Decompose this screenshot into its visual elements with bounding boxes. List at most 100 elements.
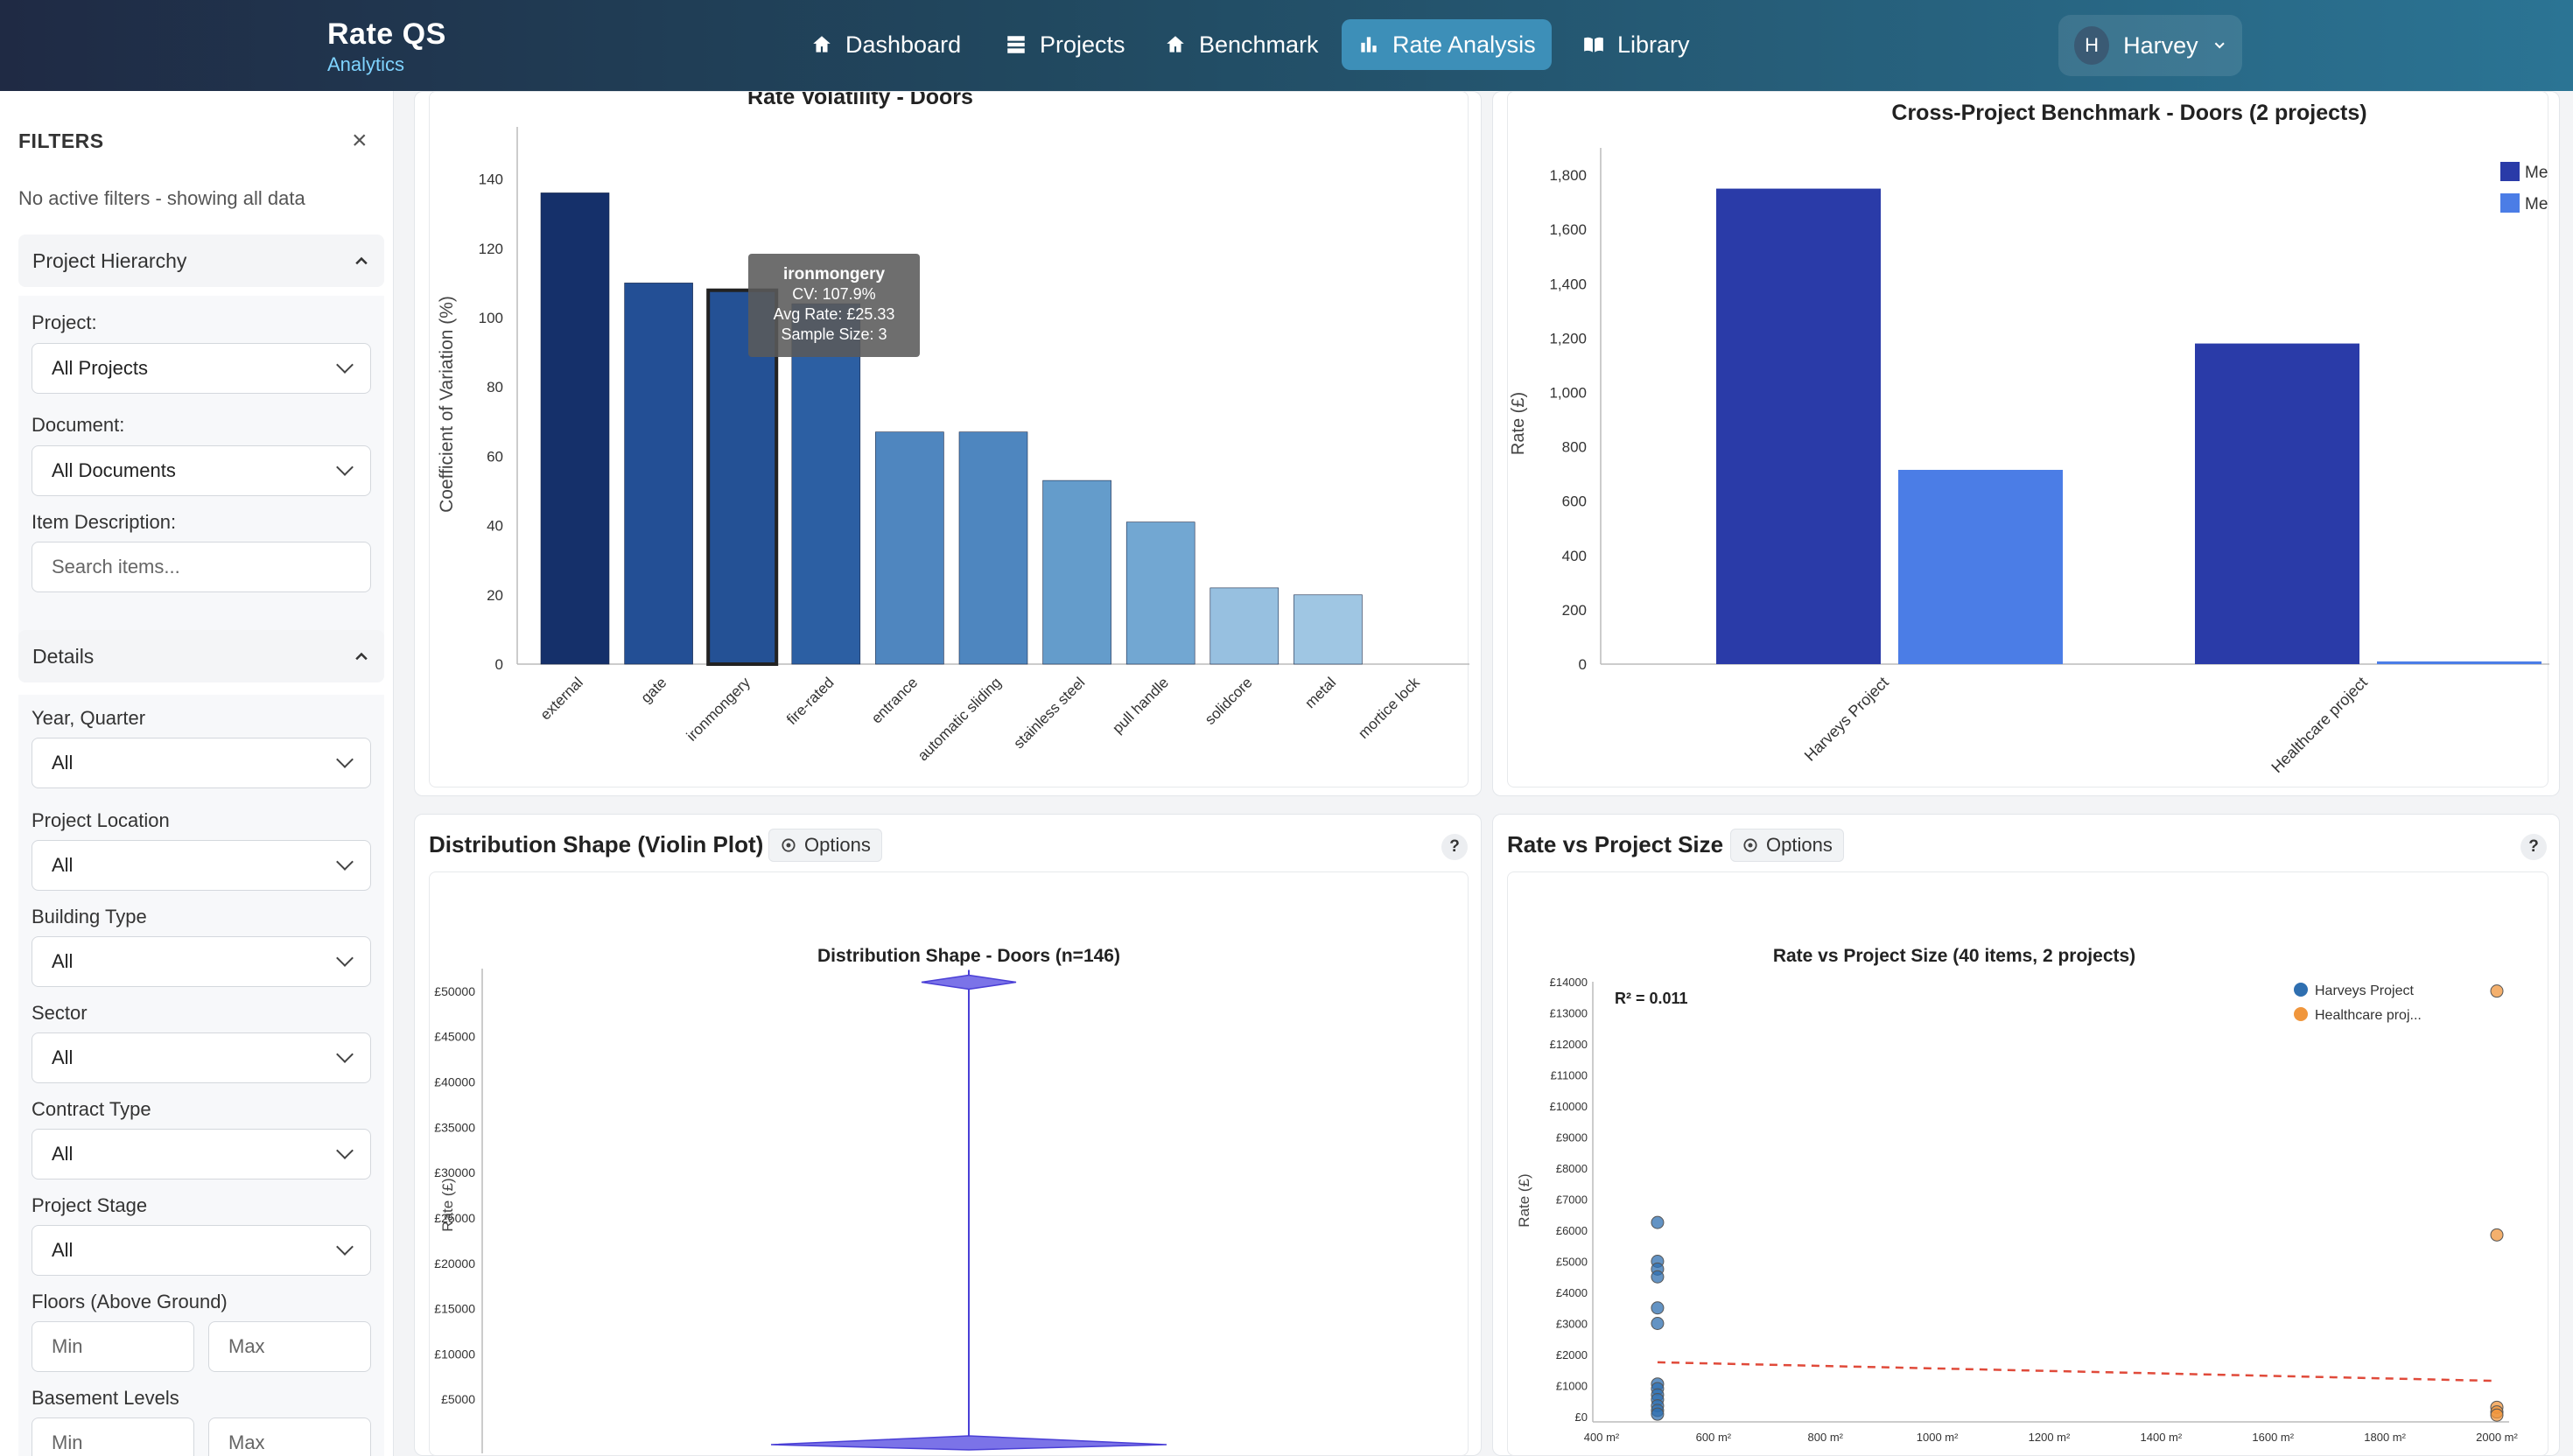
y-axis-label: Coefficient of Variation (%): [437, 296, 457, 513]
nav-library[interactable]: Library: [1567, 19, 1706, 70]
document-select-value: All Documents: [52, 459, 176, 481]
bar-healthcare-project-s0: [2195, 343, 2359, 664]
chevron-down-icon: [336, 1238, 354, 1256]
nav-rate-analysis[interactable]: Rate Analysis: [1342, 19, 1552, 70]
book-icon: [1584, 37, 1603, 52]
y-tick-label: 400: [1562, 548, 1587, 564]
x-tick-label: 2000 m²: [2476, 1431, 2518, 1444]
bar-healthcare-project-s1: [2377, 661, 2541, 664]
project-stage-label: Project Stage: [32, 1194, 148, 1216]
location-label: Project Location: [32, 809, 170, 831]
bar-solidcore: [1209, 587, 1279, 665]
y-tick-label: £10000: [434, 1347, 475, 1361]
item-search-input[interactable]: Search items...: [32, 542, 371, 592]
contract-type-select-value: All: [52, 1143, 74, 1165]
y-tick-label: £20000: [434, 1256, 475, 1270]
y-tick-label: 200: [1562, 602, 1587, 619]
chevron-down-icon: [2214, 42, 2225, 49]
violin-options-button[interactable]: Options: [768, 829, 882, 862]
user-menu[interactable]: H Harvey: [2058, 15, 2242, 76]
x-tick-label: Harveys Project: [1801, 674, 1892, 765]
project-select[interactable]: All Projects: [32, 343, 371, 394]
basement-min-input[interactable]: Min: [32, 1418, 194, 1456]
sector-select[interactable]: All: [32, 1032, 371, 1083]
floors-min-input[interactable]: Min: [32, 1321, 194, 1372]
project-hierarchy-label: Project Hierarchy: [32, 248, 187, 272]
chevron-down-icon: [336, 949, 354, 967]
rate-vs-size-card-title: Rate vs Project Size: [1507, 831, 1724, 858]
app-name: Rate QS: [327, 18, 446, 51]
rate-volatility-chart-area: Rate Volatility - Doors 0 20 40 60 80 100 120 14…: [429, 85, 1469, 788]
app-subtitle: Analytics: [327, 53, 405, 75]
brand-logo[interactable]: Rate QS Analytics: [327, 18, 446, 76]
y-tick-label: £14000: [1550, 976, 1588, 989]
nav-projects-label: Projects: [1040, 31, 1125, 58]
nav-benchmark[interactable]: Benchmark: [1148, 19, 1335, 70]
scatter-help-button[interactable]: ?: [2520, 834, 2547, 860]
project-hierarchy-toggle[interactable]: Project Hierarchy: [18, 234, 384, 287]
violin-options-label: Options: [804, 834, 871, 856]
x-tick-label: 1200 m²: [2029, 1431, 2071, 1444]
location-select[interactable]: All: [32, 840, 371, 891]
basement-max-input[interactable]: Max: [208, 1418, 371, 1456]
x-tick-label: solidcore: [1202, 674, 1256, 728]
scatter-options-button[interactable]: Options: [1730, 829, 1844, 862]
bar-entrance: [875, 431, 944, 665]
tooltip-box: [748, 254, 920, 357]
close-icon[interactable]: ×: [352, 126, 368, 155]
y-tick-label: 40: [487, 518, 503, 535]
y-tick-label: 1,400: [1549, 276, 1587, 292]
nav-dashboard[interactable]: Dashboard: [795, 19, 977, 70]
project-stage-select[interactable]: All: [32, 1225, 371, 1276]
item-description-label: Item Description:: [32, 511, 177, 533]
r-squared-label: R² = 0.011: [1615, 990, 1688, 1007]
violin-card-title: Distribution Shape (Violin Plot): [429, 831, 764, 858]
year-select-value: All: [52, 752, 74, 774]
y-tick-label: £45000: [434, 1030, 475, 1044]
location-select-value: All: [52, 854, 74, 876]
y-tick-label: 1,600: [1549, 221, 1587, 238]
chevron-down-icon: [336, 458, 354, 476]
y-tick-label: £5000: [441, 1392, 475, 1406]
document-select[interactable]: All Documents: [32, 445, 371, 496]
year-label: Year, Quarter: [32, 707, 146, 729]
contract-type-select[interactable]: All: [32, 1129, 371, 1180]
x-tick-label: fire-rated: [783, 674, 838, 728]
x-tick-label: 800 m²: [1808, 1431, 1844, 1444]
legend-marker: [2294, 983, 2308, 997]
building-type-select[interactable]: All: [32, 936, 371, 987]
x-tick-label: 1600 m²: [2252, 1431, 2294, 1444]
cross-project-benchmark-chart: Cross-Project Benchmark - Doors (2 proje…: [1509, 101, 2549, 776]
y-tick-label: £40000: [434, 1075, 475, 1089]
tooltip-cv: CV: 107.9%: [792, 285, 875, 303]
y-tick-label: 140: [479, 172, 503, 188]
bar-gate: [624, 283, 693, 665]
y-axis-label: Rate (£): [1509, 392, 1528, 455]
y-tick-label: £15000: [434, 1302, 475, 1316]
y-tick-label: £12000: [1550, 1038, 1588, 1051]
y-tick-label: 0: [1579, 656, 1587, 673]
y-tick-label: £25000: [434, 1211, 475, 1225]
violin-help-button[interactable]: ?: [1441, 834, 1468, 860]
y-tick-label: 600: [1562, 494, 1587, 510]
nav-dashboard-label: Dashboard: [845, 31, 962, 58]
nav-rate-analysis-label: Rate Analysis: [1392, 31, 1536, 58]
gear-icon: [782, 838, 796, 852]
data-point-healthcare: [2490, 984, 2504, 998]
data-point-harveys: [1651, 1215, 1665, 1229]
nav-projects[interactable]: Projects: [989, 19, 1141, 70]
chevron-down-icon: [336, 853, 354, 871]
legend-swatch: [2500, 162, 2520, 181]
y-tick-label: 120: [479, 241, 503, 257]
year-select[interactable]: All: [32, 738, 371, 788]
rate-vs-size-scatter-chart: Rate vs Project Size (40 items, 2 projec…: [1516, 946, 2519, 1444]
x-tick-label: stainless steel: [1010, 674, 1088, 752]
x-tick-label: pull handle: [1109, 674, 1172, 737]
details-toggle[interactable]: Details: [18, 630, 384, 682]
contract-type-label: Contract Type: [32, 1098, 151, 1120]
chevron-down-icon: [336, 751, 354, 768]
chevron-up-icon: [355, 256, 368, 265]
y-tick-label: £13000: [1550, 1007, 1588, 1020]
floors-max-input[interactable]: Max: [208, 1321, 371, 1372]
bar-pull-handle: [1125, 522, 1195, 665]
